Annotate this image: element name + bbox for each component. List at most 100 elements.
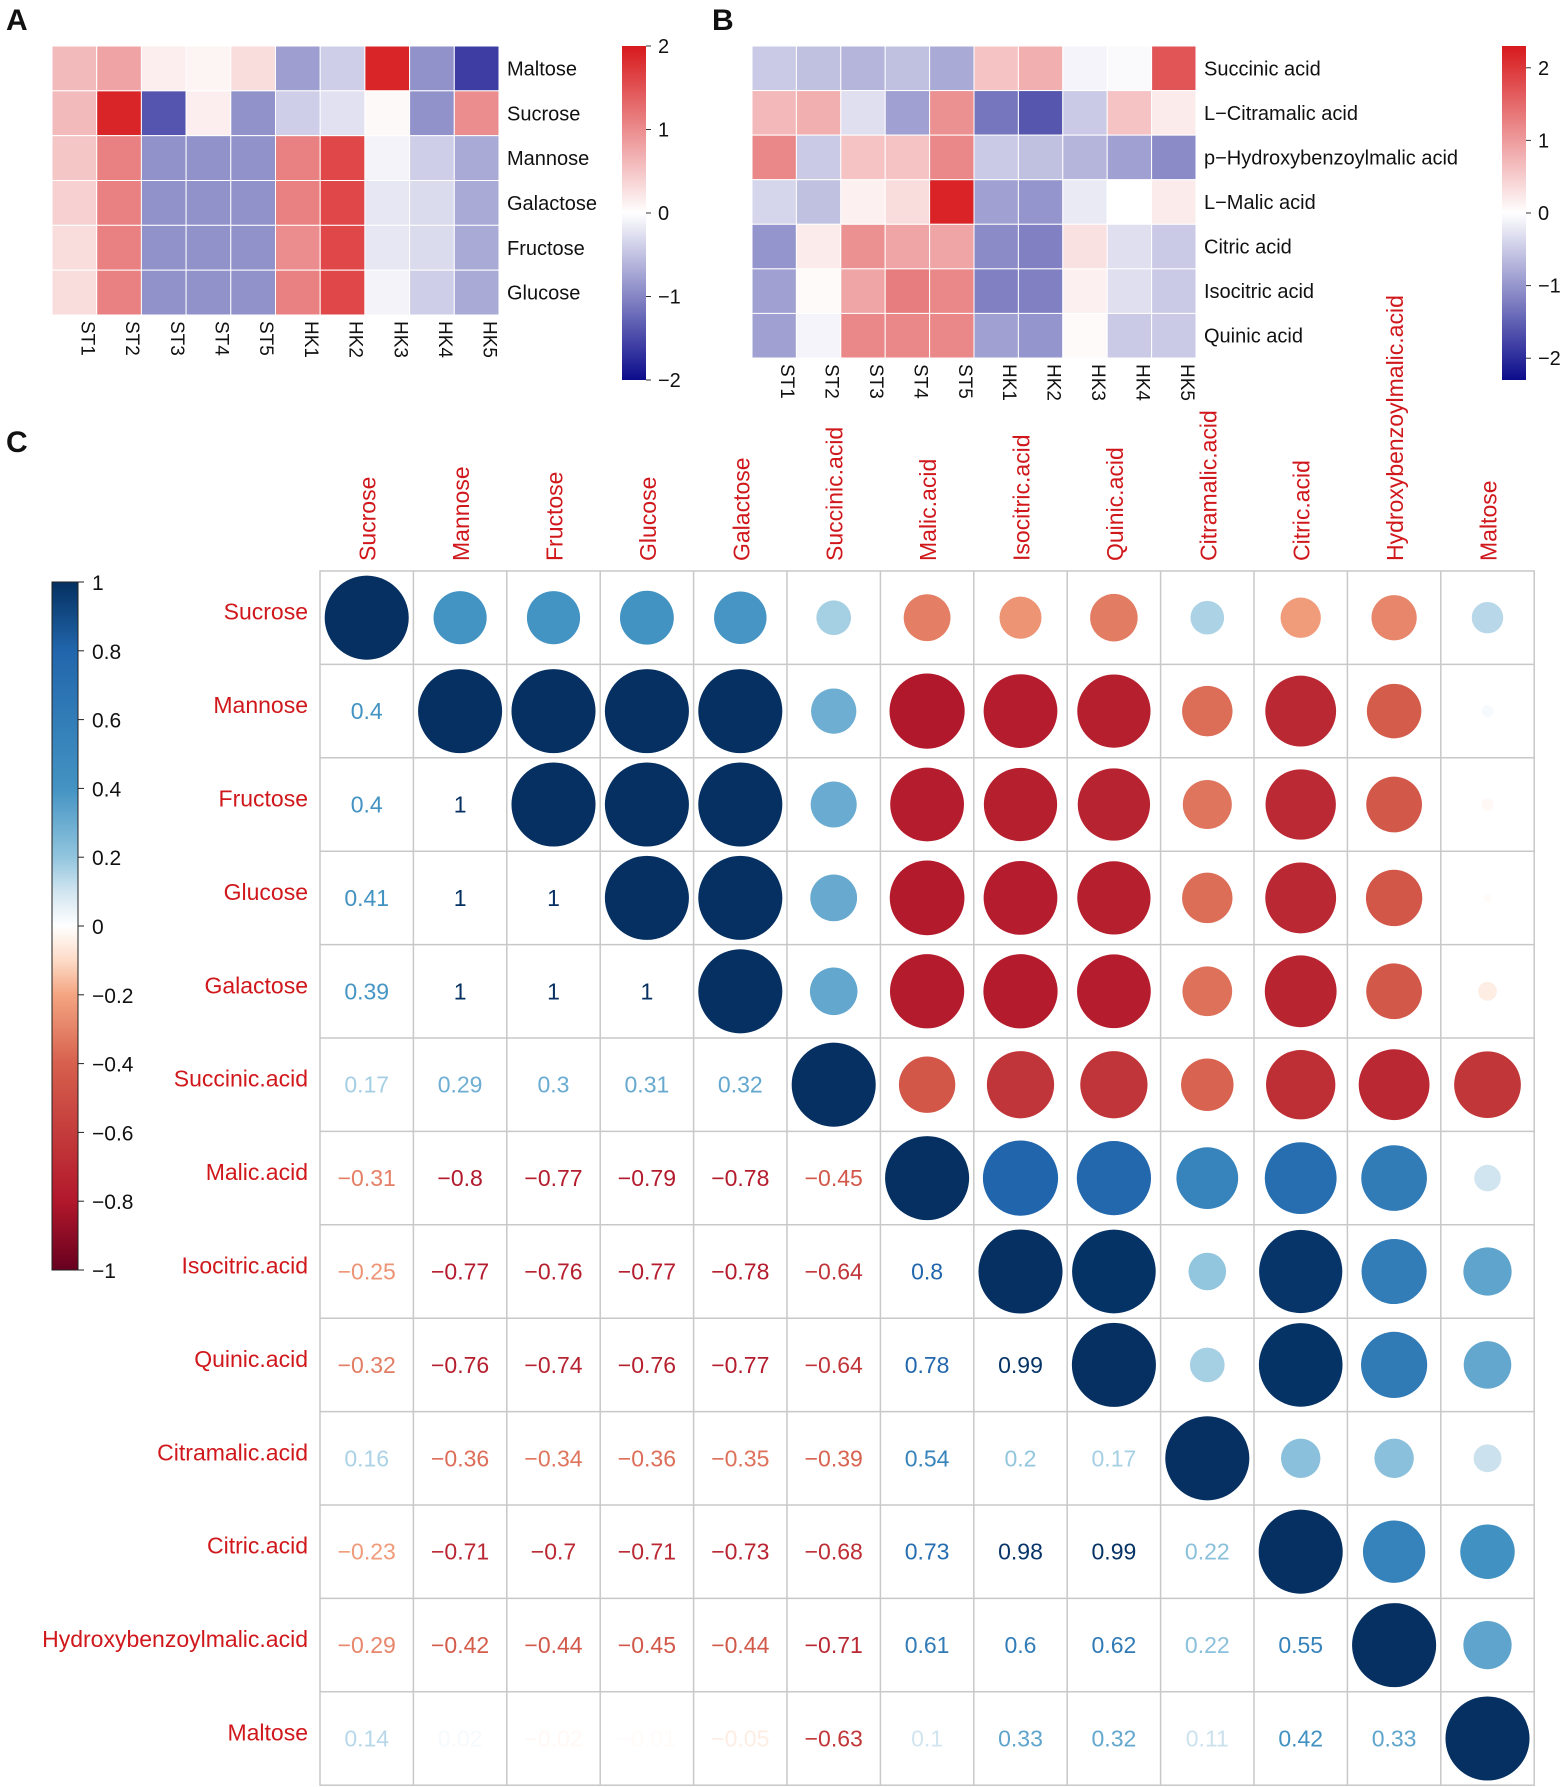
heatmap-a-row-label: Sucrose: [507, 103, 580, 125]
heatmap-b-cell: [1106, 312, 1153, 359]
heatmap-a-col-label: ST4: [210, 321, 231, 356]
heatmap-a-cell: [51, 135, 98, 182]
heatmap-b-cell: [751, 134, 797, 181]
heatmap-a-cell: [185, 90, 232, 137]
heatmap-b-cell: [1106, 90, 1153, 136]
corr-circle: [1071, 1322, 1156, 1407]
corr-value: 1: [454, 792, 467, 818]
heatmap-b-row-label: L−Citramalic acid: [1204, 103, 1358, 125]
corr-circle: [1366, 963, 1422, 1020]
heatmap-b-cell: [795, 134, 842, 181]
corr-circle: [903, 594, 951, 642]
corr-legend-bar: [51, 581, 79, 1271]
heatmap-b-cell: [840, 134, 886, 181]
panel-label-a: A: [6, 4, 28, 37]
heatmap-a-cell: [275, 269, 321, 316]
heatmap-b-cell: [795, 179, 842, 225]
corr-value: −0.68: [805, 1539, 863, 1565]
heatmap-b-cell: [1017, 90, 1064, 136]
heatmap-a-col-label: HK4: [434, 321, 455, 358]
heatmap-b-cell: [840, 45, 886, 92]
heatmap-b-cell: [1017, 312, 1064, 359]
heatmap-b-col-label: HK2: [1043, 364, 1064, 401]
heatmap-b-cell: [1062, 45, 1108, 92]
corr-value: 0.98: [998, 1539, 1043, 1565]
heatmap-b-cell: [1017, 134, 1064, 181]
corr-circle: [1076, 1140, 1152, 1216]
corr-value: 0.14: [344, 1726, 389, 1752]
corr-circle: [1077, 768, 1151, 841]
corr-circle: [324, 575, 409, 660]
corr-circle: [1366, 776, 1422, 833]
corr-value: −0.36: [618, 1445, 676, 1471]
corr-value: 0.99: [1092, 1539, 1137, 1565]
corr-legend-label: −0.6: [92, 1122, 133, 1145]
corr-circle: [1481, 705, 1494, 718]
heatmap-a-cell: [230, 135, 277, 182]
heatmap-a-col-label: HK5: [479, 321, 500, 358]
heatmap-b-cell: [884, 268, 931, 314]
corr-value: −0.78: [711, 1165, 769, 1191]
heatmap-b-col-label: ST5: [954, 364, 975, 399]
corr-circle: [1077, 954, 1151, 1029]
corr-circle: [1361, 1331, 1428, 1398]
corr-col-label: Succinic.acid: [822, 427, 848, 561]
corr-circle: [1471, 601, 1504, 634]
heatmap-a-legend-label: −1: [658, 287, 681, 309]
heatmap-b-cell: [884, 90, 931, 136]
heatmap-b-cell: [1151, 268, 1197, 314]
heatmap-a-cell: [51, 224, 98, 271]
corr-circle: [1176, 1147, 1239, 1209]
heatmap-a-cell: [275, 45, 321, 92]
heatmap-b-cell: [1151, 179, 1197, 225]
corr-circle: [1077, 861, 1151, 935]
corr-legend-label: 0: [92, 916, 104, 939]
heatmap-b-cell: [884, 134, 931, 181]
corr-circle: [1181, 1058, 1234, 1111]
corr-value: 0.1: [911, 1726, 943, 1752]
heatmap-a-cell: [275, 180, 321, 226]
corr-legend-label: 0.4: [92, 778, 122, 801]
heatmap-b-cell: [973, 134, 1019, 181]
heatmap-a-cell: [140, 45, 187, 92]
corr-value: −0.76: [431, 1352, 489, 1378]
corr-circle: [433, 591, 487, 645]
corr-circle: [1280, 597, 1321, 638]
corr-circle: [511, 762, 596, 847]
heatmap-b-cell: [1106, 45, 1153, 92]
heatmap-a-cell: [96, 269, 142, 316]
heatmap-a-col-label: ST1: [76, 321, 97, 356]
heatmap-b-cell: [1017, 223, 1064, 270]
heatmap-b-cell: [1106, 179, 1153, 225]
heatmap-a-cell: [453, 269, 500, 316]
heatmap-a-cell: [140, 90, 187, 137]
corr-frame: [319, 570, 1535, 1786]
heatmap-a-cell: [185, 224, 232, 271]
heatmap-b-cell: [795, 312, 842, 359]
heatmap-b-col-label: ST2: [821, 364, 842, 399]
corr-circle: [999, 596, 1042, 639]
heatmap-b-cell: [1151, 312, 1197, 359]
heatmap-a-cell: [409, 45, 455, 92]
heatmap-a-cell: [96, 45, 142, 92]
corr-circle: [698, 762, 783, 847]
correlation-matrix-c: 0.40.4 10.41 1 10.39 1 1 10.17 0.29 0.3 0.31 0.32−…: [42, 295, 1535, 1786]
corr-col-label: Citramalic.acid: [1195, 410, 1221, 561]
heatmap-a-cell: [319, 45, 366, 92]
corr-value: 1: [547, 885, 560, 911]
heatmap-b-cell: [1151, 45, 1197, 92]
corr-value: −0.7: [531, 1539, 576, 1565]
heatmap-a-row-label: Glucose: [507, 283, 580, 305]
heatmap-a-cell: [319, 90, 366, 137]
heatmap-a-legend-label: 2: [658, 36, 669, 58]
heatmap-b-cell: [1106, 134, 1153, 181]
corr-circle: [1077, 674, 1151, 748]
corr-value: −0.45: [618, 1632, 676, 1658]
corr-value: 0.4: [351, 792, 383, 818]
heatmap-a-cell: [364, 224, 411, 271]
corr-value: 0.73: [905, 1539, 950, 1565]
corr-circle: [1165, 1416, 1250, 1501]
corr-row-label: Isocitric.acid: [181, 1253, 308, 1279]
corr-circle: [983, 954, 1058, 1029]
heatmap-a-cell: [51, 269, 98, 316]
